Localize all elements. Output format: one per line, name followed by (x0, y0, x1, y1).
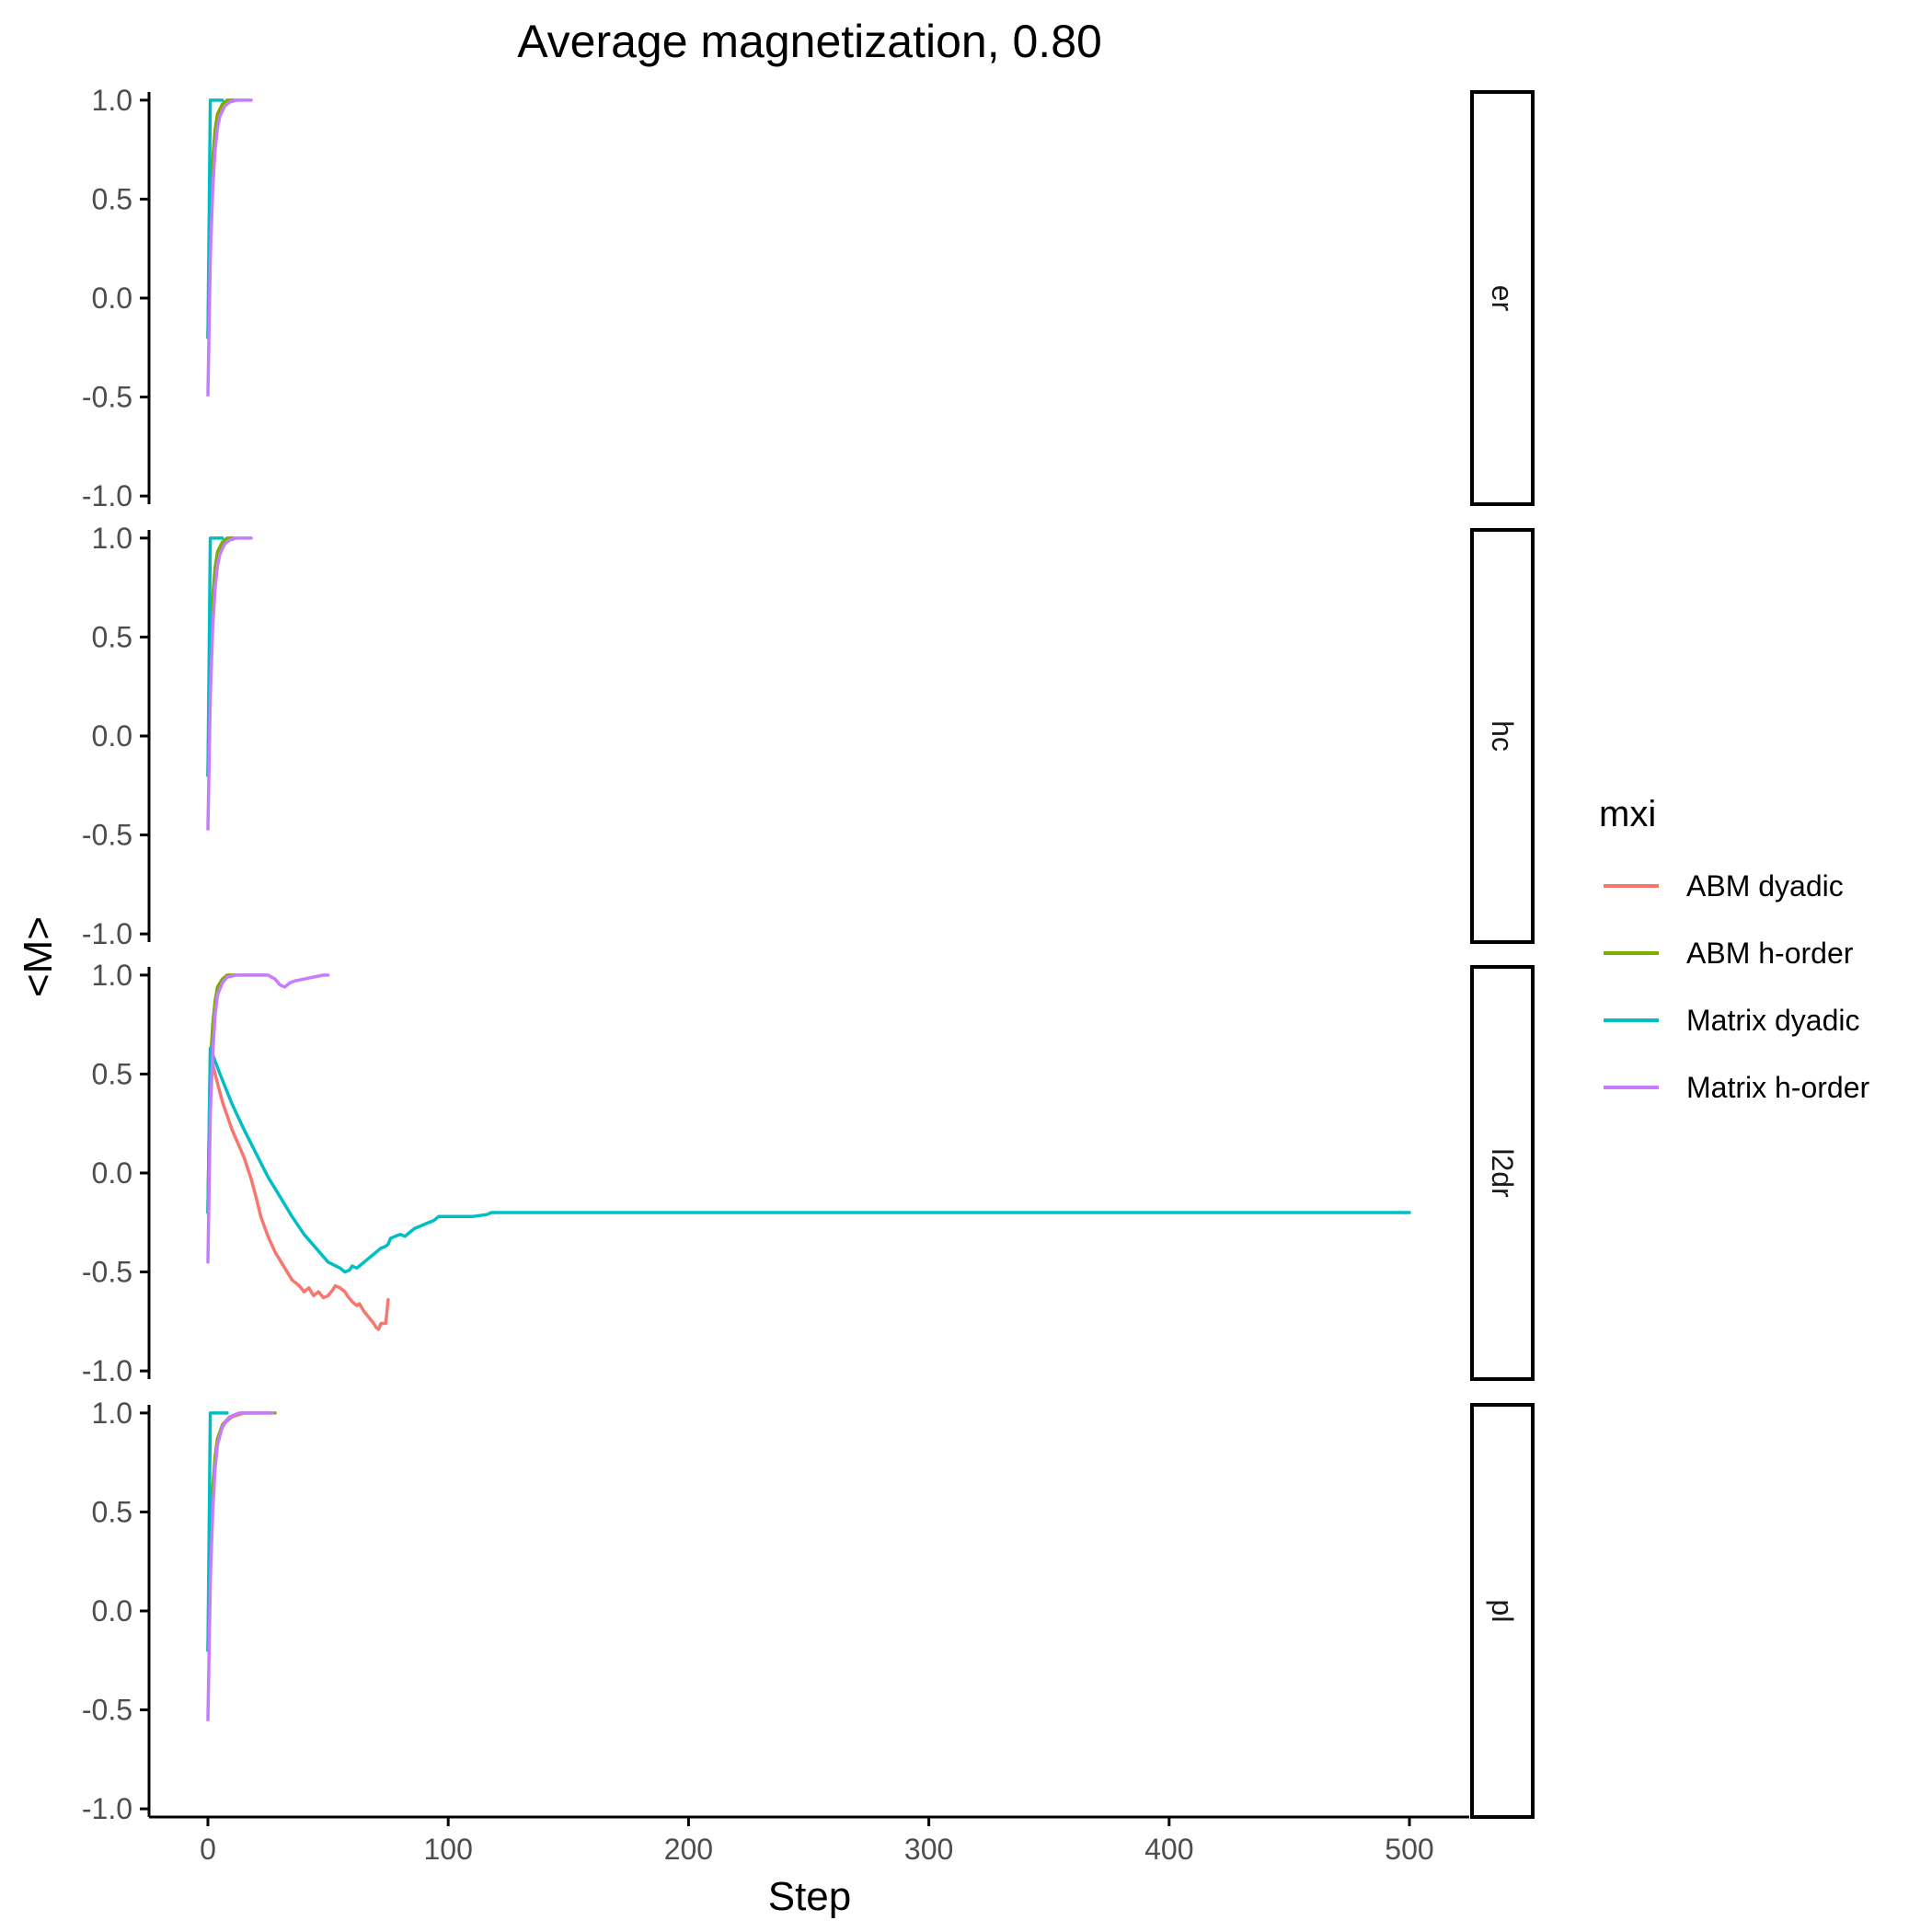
x-axis: 0 100 200 300 400 500 (149, 1815, 1469, 1866)
legend-item: ABM h-order (1604, 937, 1854, 970)
y-tick-label: 1.0 (92, 959, 132, 992)
legend-label: Matrix h-order (1686, 1071, 1870, 1104)
panel-er: 1.0 0.5 0.0 -0.5 -1.0 er (82, 84, 1535, 512)
legend-item: Matrix dyadic (1604, 1004, 1860, 1037)
y-tick-label: -1.0 (82, 917, 132, 950)
facet-strip-label: l2dr (1486, 1148, 1519, 1198)
series-line-matrix-h-order (206, 1411, 275, 1722)
legend-label: Matrix dyadic (1686, 1004, 1860, 1037)
series-line-matrix-h-order (206, 536, 253, 831)
y-tick-label: -0.5 (82, 819, 132, 852)
x-tick-label: 200 (664, 1833, 713, 1866)
facet-strip (1470, 90, 1535, 506)
y-tick-label: 0.0 (92, 719, 132, 753)
y-tick-label: -0.5 (82, 381, 132, 414)
facet-strip-label: hc (1486, 720, 1519, 752)
x-axis-title: Step (768, 1874, 852, 1919)
series-line-abm-dyadic (206, 1052, 390, 1331)
y-tick-label: 0.5 (92, 182, 132, 215)
y-tick-label: -1.0 (82, 1354, 132, 1387)
x-tick-label: 100 (424, 1833, 473, 1866)
series-line-matrix-h-order (206, 98, 253, 397)
y-tick-label: 0.5 (92, 1057, 132, 1090)
legend: mxi ABM dyadic ABM h-order Matrix dyadic Ma… (1599, 794, 1870, 1104)
panel-pl: 1.0 0.5 0.0 -0.5 -1.0 pl (82, 1397, 1535, 1825)
x-tick-label: 500 (1385, 1833, 1433, 1866)
y-tick-label: 1.0 (92, 84, 132, 117)
legend-item: Matrix h-order (1604, 1071, 1870, 1104)
panel-hc: 1.0 0.5 0.0 -0.5 -1.0 hc (82, 522, 1535, 950)
y-tick-label: -0.5 (82, 1256, 132, 1289)
y-tick-label: 0.5 (92, 620, 132, 653)
x-tick-label: 300 (904, 1833, 953, 1866)
series-line-matrix-dyadic (206, 1411, 229, 1652)
legend-label: ABM h-order (1686, 937, 1854, 970)
y-tick-label: -1.0 (82, 1792, 132, 1825)
x-tick-label: 0 (200, 1833, 216, 1866)
facet-strip-label: er (1486, 285, 1519, 312)
y-tick-label: -1.0 (82, 479, 132, 512)
y-tick-label: -0.5 (82, 1694, 132, 1727)
chart-title: Average magnetization, 0.80 (517, 16, 1102, 67)
panel-l2dr: 1.0 0.5 0.0 -0.5 -1.0 l2dr (82, 959, 1535, 1387)
legend-label: ABM dyadic (1686, 869, 1844, 903)
y-axis-title: <M> (16, 916, 61, 997)
y-tick-label: 0.5 (92, 1495, 132, 1528)
y-tick-label: 0.0 (92, 1594, 132, 1627)
y-tick-label: 1.0 (92, 522, 132, 555)
y-tick-label: 0.0 (92, 282, 132, 315)
series-line-matrix-dyadic (206, 1046, 1411, 1274)
y-tick-label: 0.0 (92, 1156, 132, 1190)
series-line-matrix-h-order (206, 973, 330, 1264)
facet-strip (1470, 1403, 1535, 1819)
facet-strip-label: pl (1486, 1600, 1519, 1623)
legend-title: mxi (1599, 794, 1656, 834)
x-tick-label: 400 (1144, 1833, 1193, 1866)
legend-item: ABM dyadic (1604, 869, 1844, 903)
y-tick-label: 1.0 (92, 1397, 132, 1430)
facet-panels: 1.00.50.0-0.5-1.0er1.00.50.0-0.5-1.0hc1.… (82, 84, 1535, 1825)
facet-strip (1470, 528, 1535, 944)
facet-strip (1470, 965, 1535, 1381)
